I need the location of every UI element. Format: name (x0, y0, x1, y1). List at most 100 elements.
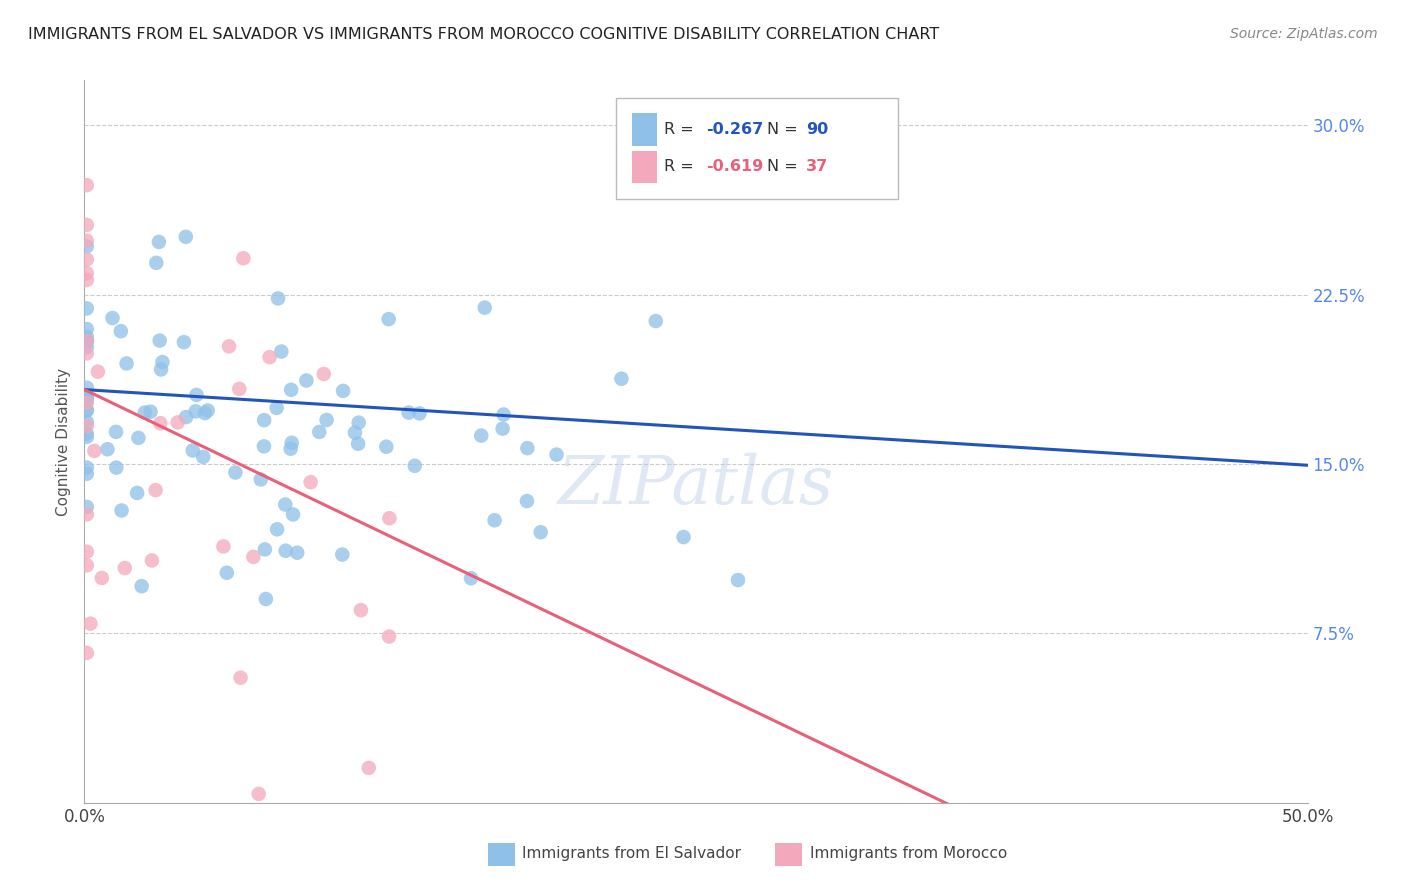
Point (267, 292, 290, 306)
Point (96, 442, 118, 457)
Point (253, 542, 276, 557)
Point (139, 405, 162, 419)
Point (76, 396, 98, 410)
Point (76, 301, 98, 316)
Text: Source: ZipAtlas.com: Source: ZipAtlas.com (1230, 27, 1378, 41)
Point (357, 761, 380, 775)
Point (398, 406, 420, 420)
Text: 37: 37 (806, 160, 828, 175)
Point (247, 787, 270, 801)
Point (193, 450, 215, 464)
FancyBboxPatch shape (776, 843, 803, 866)
Point (76, 415, 98, 429)
Point (491, 422, 513, 436)
Point (76, 403, 98, 417)
Point (141, 553, 163, 567)
Point (377, 312, 399, 326)
Point (332, 384, 354, 398)
Point (152, 355, 174, 369)
Point (253, 439, 276, 453)
Point (228, 382, 250, 396)
Point (408, 406, 430, 420)
Point (76, 390, 98, 404)
Point (266, 522, 288, 536)
Point (76, 239, 98, 253)
Text: Immigrants from El Salvador: Immigrants from El Salvador (522, 846, 741, 861)
Point (254, 592, 277, 607)
Point (644, 314, 666, 328)
Point (76, 426, 98, 441)
Point (281, 508, 304, 522)
Point (76, 646, 98, 660)
FancyBboxPatch shape (616, 98, 898, 200)
Point (224, 466, 246, 480)
Point (145, 256, 167, 270)
Point (76, 391, 98, 405)
Point (184, 404, 207, 418)
Point (87, 365, 110, 379)
Point (131, 579, 153, 593)
Point (232, 252, 254, 266)
Point (127, 431, 149, 445)
Point (145, 483, 167, 497)
Point (76, 419, 98, 434)
Point (127, 486, 149, 500)
Point (212, 540, 235, 554)
Point (115, 356, 138, 370)
Point (343, 425, 366, 440)
Point (76, 340, 98, 354)
Point (76, 178, 98, 193)
Point (347, 416, 370, 430)
Point (375, 440, 398, 454)
Point (90, 571, 112, 585)
Point (378, 630, 401, 644)
Point (76, 467, 98, 481)
Text: N =: N = (766, 160, 803, 175)
Point (274, 543, 297, 558)
Point (259, 350, 281, 364)
Point (215, 566, 238, 580)
Point (266, 401, 288, 415)
Point (249, 473, 271, 487)
Point (295, 374, 318, 388)
Point (110, 503, 132, 517)
Point (330, 548, 353, 562)
Point (76, 558, 98, 573)
Point (83, 443, 105, 458)
Point (280, 435, 302, 450)
FancyBboxPatch shape (633, 151, 657, 183)
Point (76, 430, 98, 444)
Point (149, 417, 172, 431)
Point (181, 443, 204, 458)
Point (197, 403, 219, 417)
Point (672, 530, 695, 544)
Text: 90: 90 (806, 122, 828, 136)
Point (229, 671, 252, 685)
Point (315, 413, 337, 427)
Point (274, 498, 297, 512)
Point (253, 413, 276, 427)
Text: R =: R = (664, 122, 699, 136)
Point (186, 388, 208, 402)
Point (610, 372, 633, 386)
Point (76, 500, 98, 514)
Point (280, 442, 302, 456)
Point (530, 525, 553, 540)
Point (166, 416, 188, 430)
Point (76, 273, 98, 287)
Point (76, 334, 98, 348)
Point (76, 334, 98, 348)
Point (516, 494, 538, 508)
Y-axis label: Cognitive Disability: Cognitive Disability (56, 368, 72, 516)
Point (76, 334, 98, 348)
Point (404, 458, 426, 473)
Point (546, 448, 568, 462)
Point (460, 571, 482, 585)
Point (174, 410, 197, 425)
Text: -0.619: -0.619 (706, 160, 763, 175)
Point (350, 603, 373, 617)
Point (280, 383, 302, 397)
Point (134, 405, 156, 419)
Point (378, 511, 401, 525)
Point (76, 392, 98, 407)
